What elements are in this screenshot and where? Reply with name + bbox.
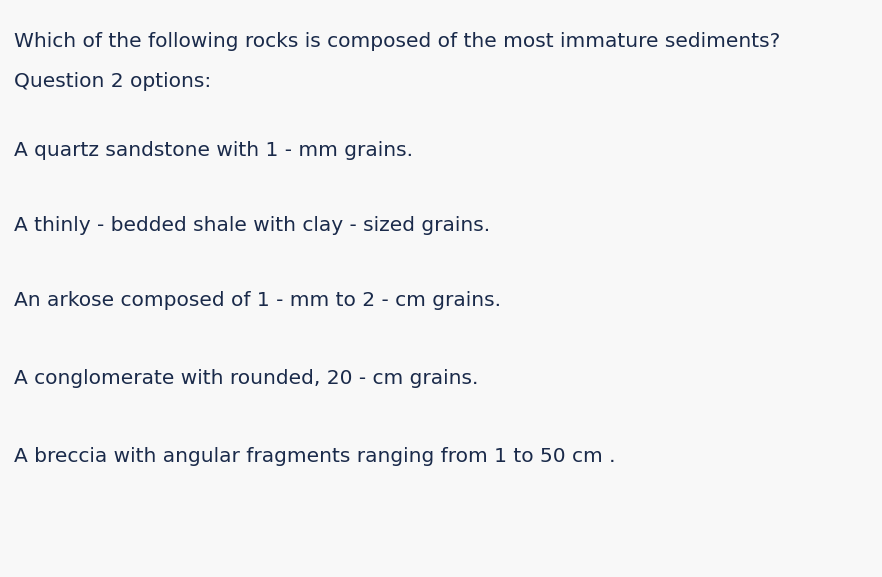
Text: A thinly - bedded shale with clay - sized grains.: A thinly - bedded shale with clay - size… [14,216,490,235]
Text: A breccia with angular fragments ranging from 1 to 50 cm .: A breccia with angular fragments ranging… [14,447,616,466]
Text: Which of the following rocks is composed of the most immature sediments?: Which of the following rocks is composed… [14,32,781,51]
Text: Question 2 options:: Question 2 options: [14,72,212,91]
Text: An arkose composed of 1 - mm to 2 - cm grains.: An arkose composed of 1 - mm to 2 - cm g… [14,291,501,310]
Text: A quartz sandstone with 1 - mm grains.: A quartz sandstone with 1 - mm grains. [14,141,413,160]
Text: A conglomerate with rounded, 20 - cm grains.: A conglomerate with rounded, 20 - cm gra… [14,369,479,388]
